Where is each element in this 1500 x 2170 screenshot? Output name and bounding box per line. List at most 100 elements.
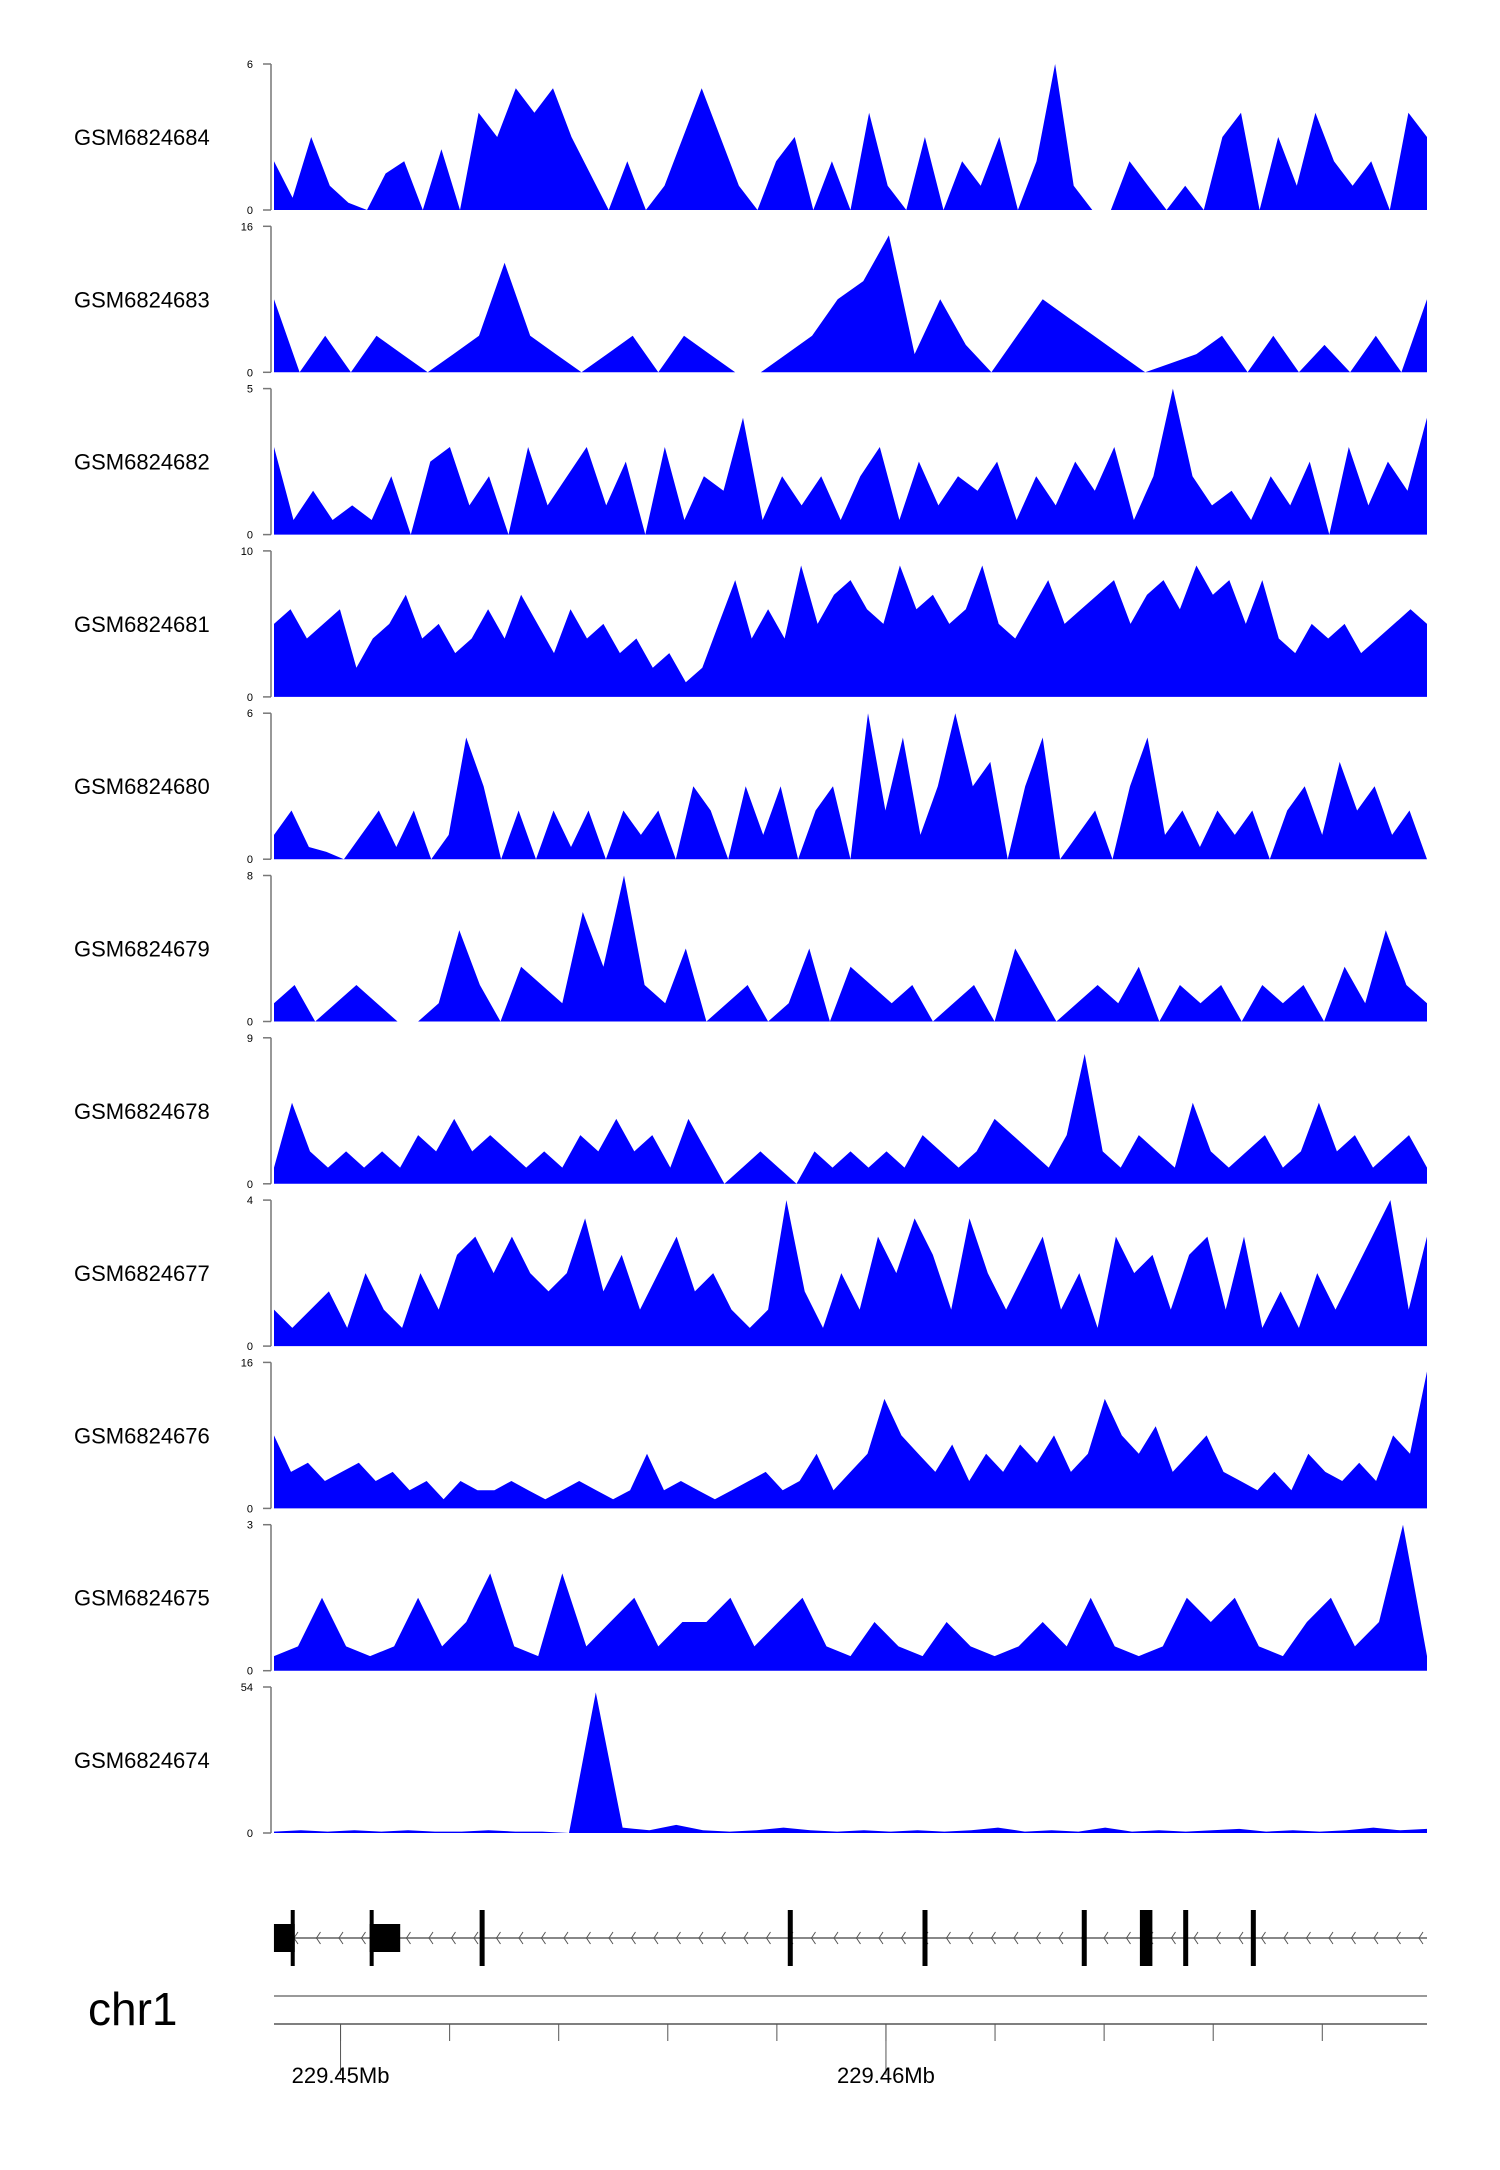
x-tick-label: 229.45Mb bbox=[292, 2063, 390, 2088]
y-tick-label-max: 54 bbox=[241, 1682, 253, 1694]
strand-arrow bbox=[1328, 1931, 1334, 1945]
track-label: GSM6824674 bbox=[74, 1748, 210, 1773]
exon-utr bbox=[369, 1924, 401, 1952]
strand-arrow bbox=[945, 1931, 951, 1945]
strand-arrow bbox=[810, 1931, 816, 1945]
strand-arrow bbox=[900, 1931, 906, 1945]
strand-arrow bbox=[1418, 1931, 1424, 1945]
strand-arrow bbox=[1395, 1931, 1401, 1945]
exon bbox=[787, 1910, 793, 1966]
coverage-area bbox=[274, 1692, 1427, 1833]
track-label: GSM6824681 bbox=[74, 612, 210, 637]
exon bbox=[1183, 1910, 1189, 1966]
y-tick-label-max: 6 bbox=[247, 59, 253, 71]
strand-arrow bbox=[743, 1931, 749, 1945]
y-tick-label-min: 0 bbox=[247, 692, 253, 704]
x-tick-label: 229.46Mb bbox=[837, 2063, 935, 2088]
y-tick-label-max: 6 bbox=[247, 708, 253, 720]
strand-arrow bbox=[360, 1931, 366, 1945]
track-label: GSM6824683 bbox=[74, 287, 210, 312]
track-label: GSM6824677 bbox=[74, 1261, 210, 1286]
y-tick-label-max: 3 bbox=[247, 1520, 253, 1532]
strand-arrow bbox=[1215, 1931, 1221, 1945]
coverage-area bbox=[274, 1200, 1427, 1347]
strand-arrow bbox=[1035, 1931, 1041, 1945]
y-tick-label-max: 16 bbox=[241, 1357, 253, 1369]
y-tick-label-min: 0 bbox=[247, 530, 253, 542]
coverage-area bbox=[274, 235, 1427, 373]
strand-arrow bbox=[1305, 1931, 1311, 1945]
strand-arrow bbox=[405, 1931, 411, 1945]
strand-arrow bbox=[1170, 1931, 1176, 1945]
strand-arrow bbox=[1238, 1931, 1244, 1945]
y-tick-label-min: 0 bbox=[247, 205, 253, 217]
strand-arrow bbox=[1103, 1931, 1109, 1945]
coverage-area bbox=[274, 1524, 1427, 1671]
strand-arrow bbox=[630, 1931, 636, 1945]
y-tick-label-max: 10 bbox=[241, 546, 253, 558]
y-tick-label-min: 0 bbox=[247, 1017, 253, 1029]
strand-arrow bbox=[675, 1931, 681, 1945]
coverage-area bbox=[274, 713, 1427, 860]
strand-arrow bbox=[473, 1931, 479, 1945]
exon bbox=[1139, 1910, 1153, 1966]
strand-arrow bbox=[1013, 1931, 1019, 1945]
strand-arrow bbox=[1125, 1931, 1131, 1945]
strand-arrow bbox=[585, 1931, 591, 1945]
strand-arrow bbox=[450, 1931, 456, 1945]
coverage-area bbox=[274, 388, 1427, 535]
coverage-area bbox=[274, 565, 1427, 697]
strand-arrow bbox=[878, 1931, 884, 1945]
exon bbox=[479, 1910, 485, 1966]
strand-arrow bbox=[1373, 1931, 1379, 1945]
y-tick-label-max: 4 bbox=[247, 1195, 253, 1207]
exon bbox=[922, 1910, 928, 1966]
strand-arrow bbox=[855, 1931, 861, 1945]
exon bbox=[1081, 1910, 1087, 1966]
y-tick-label-min: 0 bbox=[247, 854, 253, 866]
strand-arrow bbox=[495, 1931, 501, 1945]
track-label: GSM6824676 bbox=[74, 1423, 210, 1448]
y-tick-label-max: 16 bbox=[241, 221, 253, 233]
y-tick-label-min: 0 bbox=[247, 1503, 253, 1515]
strand-arrow bbox=[1193, 1931, 1199, 1945]
strand-arrow bbox=[1283, 1931, 1289, 1945]
strand-arrow bbox=[563, 1931, 569, 1945]
strand-arrow bbox=[653, 1931, 659, 1945]
strand-arrow bbox=[968, 1931, 974, 1945]
strand-arrow bbox=[833, 1931, 839, 1945]
exon bbox=[369, 1910, 374, 1966]
strand-arrow bbox=[1058, 1931, 1064, 1945]
y-tick-label-min: 0 bbox=[247, 1828, 253, 1840]
y-tick-label-max: 8 bbox=[247, 871, 253, 883]
strand-arrow bbox=[1260, 1931, 1266, 1945]
track-label: GSM6824675 bbox=[74, 1586, 210, 1611]
strand-arrow bbox=[990, 1931, 996, 1945]
strand-arrow bbox=[315, 1931, 321, 1945]
strand-arrow bbox=[540, 1931, 546, 1945]
track-label: GSM6824682 bbox=[74, 450, 210, 475]
coverage-area bbox=[274, 64, 1427, 210]
y-tick-label-max: 5 bbox=[247, 384, 253, 396]
exon-utr bbox=[273, 1924, 295, 1952]
chromosome-label: chr1 bbox=[88, 1983, 177, 2035]
y-tick-label-min: 0 bbox=[247, 1666, 253, 1678]
y-tick-label-min: 0 bbox=[247, 1179, 253, 1191]
strand-arrow bbox=[1350, 1931, 1356, 1945]
coverage-area bbox=[274, 1054, 1427, 1184]
track-label: GSM6824679 bbox=[74, 937, 210, 962]
strand-arrow bbox=[518, 1931, 524, 1945]
strand-arrow bbox=[765, 1931, 771, 1945]
exon bbox=[1250, 1910, 1256, 1966]
strand-arrow bbox=[338, 1931, 344, 1945]
y-tick-label-min: 0 bbox=[247, 1341, 253, 1353]
track-label: GSM6824680 bbox=[74, 774, 210, 799]
y-tick-label-max: 9 bbox=[247, 1033, 253, 1045]
track-label: GSM6824684 bbox=[74, 125, 210, 150]
strand-arrow bbox=[428, 1931, 434, 1945]
track-label: GSM6824678 bbox=[74, 1099, 210, 1124]
y-tick-label-min: 0 bbox=[247, 367, 253, 379]
strand-arrow bbox=[608, 1931, 614, 1945]
strand-arrow bbox=[698, 1931, 704, 1945]
